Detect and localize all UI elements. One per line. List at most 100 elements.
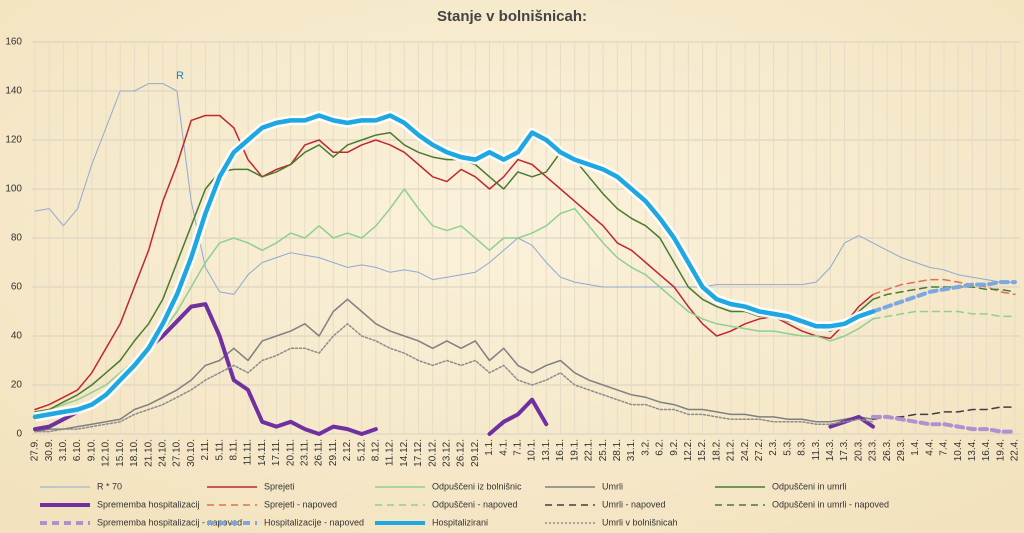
x-tick-label: 9.2. bbox=[669, 439, 680, 456]
x-tick-label: 7.1. bbox=[513, 439, 524, 456]
x-tick-label: 6.2. bbox=[655, 439, 666, 456]
x-tick-label: 21.10. bbox=[143, 439, 154, 467]
legend-label: Sprememba hospitalizacij - napoved bbox=[97, 517, 242, 527]
x-tick-label: 26.11. bbox=[314, 439, 325, 466]
x-tick-label: 15.2. bbox=[697, 439, 708, 461]
x-tick-label: 18.2. bbox=[711, 439, 722, 461]
x-tick-label: 14.3. bbox=[825, 439, 836, 461]
x-tick-label: 19.1. bbox=[569, 439, 580, 461]
x-tick-label: 4.1. bbox=[498, 439, 509, 456]
x-tick-label: 8.12. bbox=[371, 439, 382, 461]
x-tick-label: 29.3. bbox=[896, 439, 907, 461]
y-tick-label: 140 bbox=[5, 86, 22, 97]
x-tick-label: 2.11. bbox=[200, 439, 211, 461]
x-tick-label: 10.1. bbox=[527, 439, 538, 461]
y-tick-label: 20 bbox=[11, 380, 23, 391]
x-tick-label: 3.10. bbox=[58, 439, 69, 461]
x-tick-label: 19.4. bbox=[995, 439, 1006, 461]
x-tick-label: 22.1. bbox=[584, 439, 595, 461]
x-tick-label: 23.3. bbox=[868, 439, 879, 461]
x-tick-label: 26.3. bbox=[882, 439, 893, 461]
x-tick-label: 16.4. bbox=[981, 439, 992, 461]
x-tick-label: 30.10. bbox=[186, 439, 197, 467]
x-tick-label: 1.1. bbox=[484, 439, 495, 456]
series-line bbox=[872, 278, 1016, 296]
x-tick-label: 11.3. bbox=[811, 439, 822, 461]
x-tick-label: 8.11. bbox=[228, 439, 239, 461]
x-tick-label: 5.11. bbox=[214, 439, 225, 461]
legend-label: Odpuščeni in umrli - napoved bbox=[772, 499, 889, 509]
x-tick-label: 13.1. bbox=[541, 439, 552, 461]
x-tick-label: 1.4. bbox=[910, 439, 921, 456]
x-tick-label: 30.9. bbox=[44, 439, 55, 461]
x-tick-label: 25.1. bbox=[598, 439, 609, 461]
x-tick-label: 5.12. bbox=[356, 439, 367, 461]
series-line bbox=[34, 114, 874, 411]
x-tick-label: 5.3. bbox=[782, 439, 793, 456]
x-tick-label: 26.12. bbox=[456, 439, 467, 467]
legend-label: Odpuščeni - napoved bbox=[432, 499, 518, 509]
x-tick-label: 7.4. bbox=[939, 439, 950, 456]
x-tick-label: 21.2. bbox=[726, 439, 737, 461]
x-tick-label: 2.12. bbox=[342, 439, 353, 461]
x-tick-label: 27.2. bbox=[754, 439, 765, 461]
x-tick-label: 28.1. bbox=[612, 439, 623, 461]
x-tick-label: 3.2. bbox=[640, 439, 651, 456]
x-tick-label: 11.11. bbox=[243, 439, 254, 465]
x-tick-label: 27.9. bbox=[30, 439, 41, 461]
x-tick-label: 31.1. bbox=[626, 439, 637, 461]
x-tick-label: 24.2. bbox=[740, 439, 751, 461]
x-tick-label: 2.3. bbox=[768, 439, 779, 456]
x-tick-label: 15.10. bbox=[115, 439, 126, 467]
x-tick-label: 27.10. bbox=[172, 439, 183, 467]
x-tick-label: 10.4. bbox=[953, 439, 964, 461]
legend-label: Umrli bbox=[602, 481, 623, 491]
legend-label: Hospitalizirani bbox=[432, 517, 488, 527]
series-line bbox=[34, 188, 874, 416]
x-tick-label: 20.11. bbox=[285, 439, 296, 466]
x-tick-label: 24.10. bbox=[157, 439, 168, 467]
legend-label: Odpuščeni iz bolnišnic bbox=[432, 481, 522, 491]
legend-label: Hospitalizacije - napoved bbox=[264, 517, 364, 527]
legend-label: Umrli v bolnišnicah bbox=[602, 517, 678, 527]
x-tick-label: 12.2. bbox=[683, 439, 694, 461]
legend-label: Sprejeti bbox=[264, 481, 295, 491]
series-line bbox=[32, 113, 876, 420]
y-tick-label: 160 bbox=[5, 37, 22, 48]
x-tick-label: 29.12. bbox=[470, 439, 481, 467]
x-tick-label: 8.3. bbox=[797, 439, 808, 456]
x-tick-label: 13.4. bbox=[967, 439, 978, 461]
x-tick-label: 20.12. bbox=[427, 439, 438, 467]
x-tick-label: 23.12. bbox=[442, 439, 453, 467]
y-tick-label: 80 bbox=[11, 233, 23, 244]
x-tick-label: 17.11. bbox=[271, 439, 282, 466]
x-tick-label: 12.10. bbox=[101, 439, 112, 467]
legend-label: Sprejeti - napoved bbox=[264, 499, 337, 509]
annotation: R bbox=[176, 70, 184, 82]
legend-label: R * 70 bbox=[97, 481, 122, 491]
y-tick-label: 0 bbox=[16, 429, 22, 440]
legend-label: Odpuščeni in umrli bbox=[772, 481, 847, 491]
y-tick-label: 60 bbox=[11, 282, 23, 293]
legend-label: Umrli - napoved bbox=[602, 499, 666, 509]
series-line bbox=[34, 323, 874, 433]
x-tick-label: 14.12. bbox=[399, 439, 410, 467]
x-tick-label: 9.10. bbox=[86, 439, 97, 461]
x-tick-label: 17.3. bbox=[839, 439, 850, 461]
x-tick-label: 20.3. bbox=[853, 439, 864, 461]
x-tick-label: 18.10. bbox=[129, 439, 140, 467]
x-tick-label: 29.11. bbox=[328, 439, 339, 466]
series-line bbox=[34, 298, 874, 433]
x-tick-label: 14.11. bbox=[257, 439, 268, 466]
x-tick-label: 6.10. bbox=[72, 439, 83, 461]
legend-label: Sprememba hospitalizacij bbox=[97, 499, 200, 509]
y-tick-label: 40 bbox=[11, 331, 23, 342]
series-line bbox=[872, 286, 1016, 301]
x-tick-label: 17.12. bbox=[413, 439, 424, 467]
series-line bbox=[872, 310, 1016, 320]
series-line bbox=[871, 280, 1017, 314]
y-tick-label: 100 bbox=[5, 184, 22, 195]
x-tick-label: 22.4. bbox=[1010, 439, 1021, 461]
